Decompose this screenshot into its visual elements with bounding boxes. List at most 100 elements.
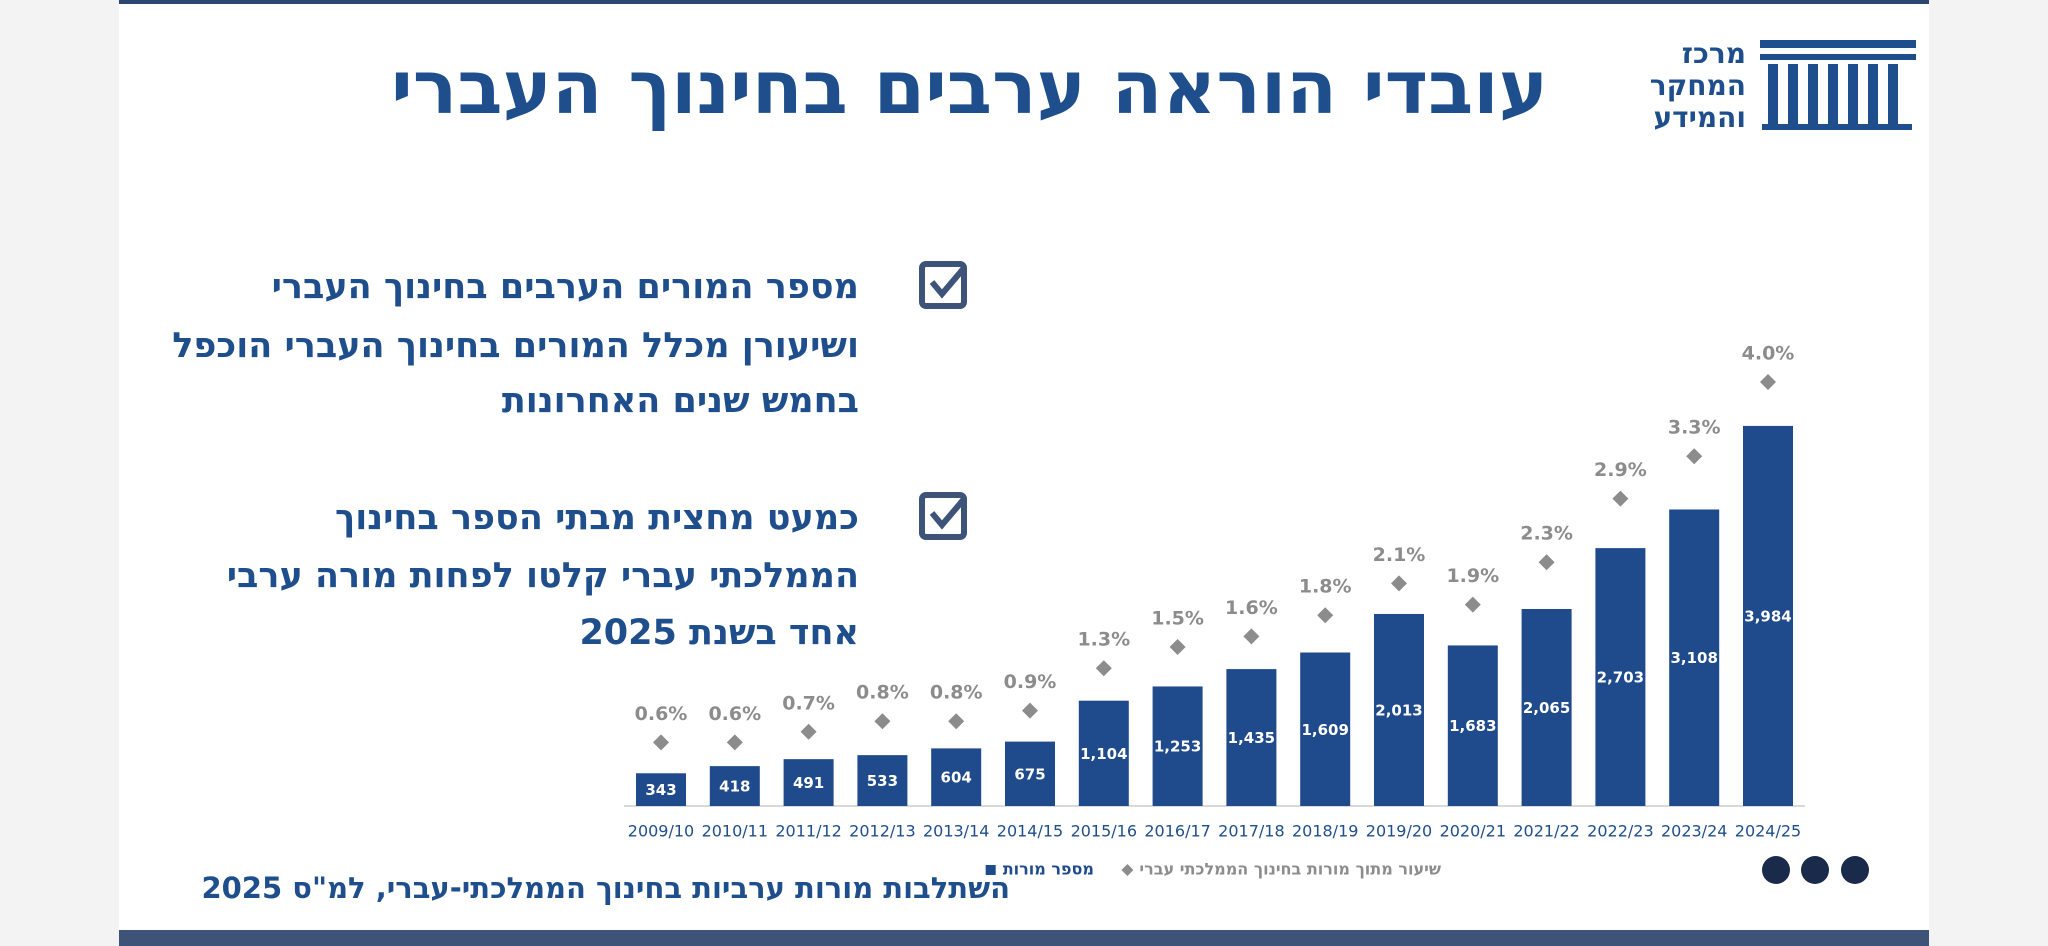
marker-value-label: 1.5% <box>1151 608 1204 630</box>
bar <box>931 748 982 806</box>
bar <box>1152 686 1203 806</box>
marker-value-label: 0.7% <box>782 692 835 714</box>
logo-text: והמידע <box>1653 101 1746 134</box>
bar-value-label: 1,683 <box>1449 717 1496 735</box>
marker-value-label: 0.6% <box>708 703 761 725</box>
bar-value-label: 2,013 <box>1375 701 1422 719</box>
chart-caption: השתלבות מורות ערביות בחינוך הממלכתי-עברי… <box>201 871 1010 905</box>
bullet-line: אחד בשנת 2025 <box>579 613 859 653</box>
marker <box>948 713 965 730</box>
bar <box>1447 645 1498 806</box>
marker-value-label: 0.8% <box>930 682 983 704</box>
marker-value-label: 1.8% <box>1299 576 1352 598</box>
bar <box>1226 669 1277 806</box>
marker-value-label: 1.6% <box>1225 597 1278 619</box>
legend-label: שיעור מתוך מורות בחינוך הממלכתי עברי <box>1139 860 1441 879</box>
marker <box>874 713 891 730</box>
bar <box>783 759 834 806</box>
bar-value-label: 2,065 <box>1523 699 1570 717</box>
marker-value-label: 4.0% <box>1742 343 1795 365</box>
marker <box>1095 660 1112 677</box>
marker <box>1686 448 1703 465</box>
slide-title: עובדי הוראה ערבים בחינוך העברי <box>391 45 1548 131</box>
bar <box>1595 548 1646 806</box>
marker <box>1612 490 1629 507</box>
marker <box>1169 639 1186 655</box>
x-tick-label: 2021/22 <box>1513 822 1579 841</box>
bar-value-label: 1,609 <box>1301 721 1348 739</box>
x-tick-label: 2009/10 <box>628 822 694 841</box>
top-line <box>119 0 1929 4</box>
bar-value-label: 343 <box>645 781 676 799</box>
bar <box>1521 608 1572 806</box>
marker-value-label: 3.3% <box>1668 417 1721 439</box>
bar <box>1743 425 1793 806</box>
bar <box>709 766 760 806</box>
bar <box>857 755 908 806</box>
bar-value-label: 2,703 <box>1597 669 1644 687</box>
bar <box>1669 509 1720 806</box>
bar-value-label: 604 <box>941 769 972 787</box>
bar-value-label: 1,435 <box>1228 729 1275 747</box>
bar-value-label: 675 <box>1014 765 1045 783</box>
x-tick-label: 2016/17 <box>1144 822 1210 841</box>
x-tick-label: 2023/24 <box>1661 822 1727 841</box>
logo-text: מרכז <box>1681 37 1746 70</box>
bottom-band <box>119 930 1929 946</box>
bar-value-label: 3,108 <box>1670 649 1717 667</box>
bar-value-label: 418 <box>719 778 750 796</box>
x-tick-label: 2014/15 <box>997 822 1063 841</box>
x-tick-label: 2010/11 <box>702 822 768 841</box>
marker <box>1760 374 1776 390</box>
x-tick-label: 2020/21 <box>1440 822 1506 841</box>
x-tick-label: 2017/18 <box>1218 822 1284 841</box>
bullet-line: הממלכתי עברי קלטו לפחות מורה ערבי <box>226 556 859 596</box>
bar <box>1005 741 1055 806</box>
marker-value-label: 0.6% <box>635 703 688 725</box>
bar-value-label: 533 <box>867 772 898 790</box>
bullet-line: כמעט מחצית מבתי הספר בחינוך <box>334 498 859 538</box>
bar-value-label: 491 <box>793 774 824 792</box>
marker <box>1243 628 1260 645</box>
marker <box>1538 554 1555 571</box>
marker-value-label: 2.9% <box>1594 459 1647 481</box>
marker <box>1317 607 1334 624</box>
marker <box>1022 702 1038 719</box>
marker <box>1464 596 1481 613</box>
nav-dots <box>1762 856 1869 884</box>
checkbox-icon <box>919 261 967 540</box>
x-tick-label: 2013/14 <box>923 822 989 841</box>
x-tick-label: 2015/16 <box>1071 822 1137 841</box>
legend-marker <box>1121 864 1134 876</box>
legend-label: מספר מורות <box>1003 860 1094 879</box>
bar <box>1300 652 1351 806</box>
bullet-line: מספר המורים הערבים בחינוך העברי <box>271 267 859 307</box>
bar-value-label: 1,104 <box>1080 745 1127 763</box>
legend-marker <box>985 865 996 875</box>
logo-text: המחקר <box>1649 69 1746 102</box>
bar <box>1078 700 1129 806</box>
marker <box>726 734 743 751</box>
marker <box>653 734 669 751</box>
marker-value-label: 2.1% <box>1373 544 1426 566</box>
marker-value-label: 0.9% <box>1004 671 1057 693</box>
bar-value-label: 3,984 <box>1744 607 1791 625</box>
marker-value-label: 1.3% <box>1077 629 1130 651</box>
marker-value-label: 0.8% <box>856 682 909 704</box>
logo-icon <box>1760 40 1916 130</box>
x-tick-label: 2024/25 <box>1735 822 1801 841</box>
bar <box>1374 613 1424 806</box>
marker-value-label: 1.9% <box>1446 565 1499 587</box>
x-tick-label: 2018/19 <box>1292 822 1358 841</box>
marker <box>800 723 817 740</box>
x-tick-label: 2011/12 <box>775 822 841 841</box>
x-tick-label: 2019/20 <box>1366 822 1432 841</box>
bullet-line: ושיעורן מכלל המורים בחינוך העברי הוכפל <box>172 326 859 366</box>
bar <box>636 773 686 806</box>
x-tick-label: 2022/23 <box>1587 822 1653 841</box>
marker <box>1391 575 1407 592</box>
x-tick-label: 2012/13 <box>849 822 915 841</box>
bullet-line: בחמש שנים האחרונות <box>501 381 859 421</box>
